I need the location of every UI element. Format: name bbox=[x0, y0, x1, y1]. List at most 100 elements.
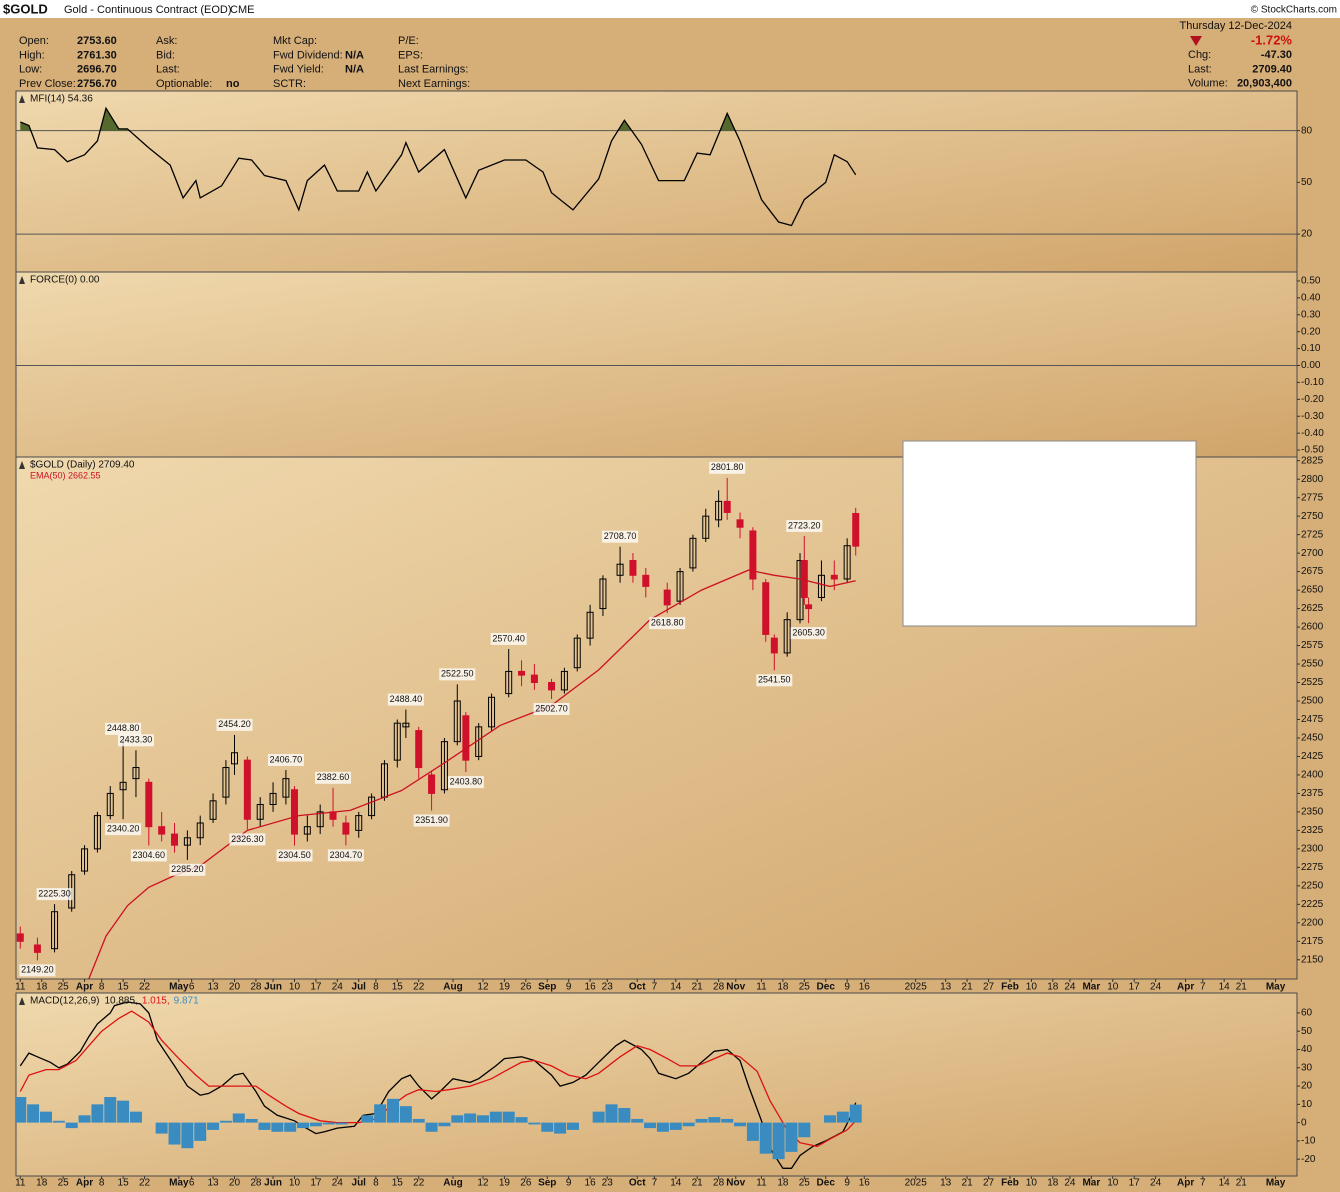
price-label-box bbox=[19, 964, 56, 977]
candle-body bbox=[342, 822, 350, 835]
candle-body bbox=[715, 500, 723, 521]
candle-body bbox=[762, 582, 770, 635]
price-label: 2406.70 bbox=[270, 754, 303, 764]
candle-body bbox=[749, 530, 757, 580]
x-tick-label: 26 bbox=[520, 1178, 532, 1189]
price-label-box bbox=[117, 734, 154, 747]
x-tick-label: 13 bbox=[940, 982, 952, 993]
histogram-bar bbox=[489, 1111, 502, 1123]
x-tick-label: 16 bbox=[859, 1178, 871, 1189]
x-tick-label: Aug bbox=[443, 982, 462, 993]
price-label: 2541.50 bbox=[758, 675, 791, 685]
candle-body bbox=[676, 571, 684, 602]
x-tick-label: 24 bbox=[1064, 1178, 1076, 1189]
candle-body bbox=[106, 792, 114, 817]
y-tick-label: -10 bbox=[1301, 1136, 1316, 1147]
histogram-bar bbox=[65, 1122, 78, 1129]
y-tick-label: 20 bbox=[1301, 1081, 1313, 1092]
histogram-bar bbox=[772, 1122, 785, 1160]
x-tick-label: 8 bbox=[99, 1178, 105, 1189]
x-tick-label: 28 bbox=[713, 1178, 725, 1189]
price-label: 2149.20 bbox=[21, 965, 54, 975]
y-tick-label: 0.50 bbox=[1301, 276, 1321, 287]
histogram-bar bbox=[258, 1122, 271, 1130]
candle-body bbox=[723, 500, 731, 513]
candle-body bbox=[830, 574, 838, 580]
x-tick-label: 15 bbox=[392, 1178, 404, 1189]
price-label: 2522.50 bbox=[441, 669, 474, 679]
x-tick-label: Jun bbox=[264, 1178, 282, 1189]
series-line bbox=[19, 1010, 857, 1148]
histogram-bar bbox=[271, 1122, 284, 1132]
price-label-box bbox=[36, 888, 73, 901]
price-label: 2570.40 bbox=[492, 633, 525, 643]
x-tick-label: 9 bbox=[844, 1178, 850, 1189]
histogram-bar bbox=[708, 1117, 721, 1123]
x-tick-label: May bbox=[1266, 982, 1286, 993]
candle-body bbox=[230, 752, 238, 765]
x-tick-label: 22 bbox=[413, 1178, 425, 1189]
x-tick-label: 24 bbox=[1064, 982, 1076, 993]
histogram-bar bbox=[644, 1122, 657, 1129]
histogram-bar bbox=[129, 1111, 142, 1123]
x-tick-label: 14 bbox=[1219, 982, 1231, 993]
price-label-box bbox=[387, 693, 424, 706]
histogram-bar bbox=[554, 1122, 567, 1134]
panel bbox=[15, 992, 1298, 1177]
y-tick-label: 2800 bbox=[1301, 474, 1324, 485]
stat-value: 20,903,400 bbox=[1237, 78, 1292, 90]
price-label-box bbox=[447, 776, 484, 789]
histogram-bar bbox=[695, 1118, 708, 1123]
x-tick-label: 10 bbox=[1026, 982, 1038, 993]
x-tick-label: 8 bbox=[373, 982, 379, 993]
candle-body bbox=[209, 800, 217, 820]
x-tick-label: 16 bbox=[585, 1178, 597, 1189]
x-tick-label: 11 bbox=[756, 982, 767, 993]
candle-body bbox=[16, 933, 24, 942]
price-label: 2618.80 bbox=[651, 618, 684, 628]
y-tick-label: -0.20 bbox=[1301, 394, 1324, 405]
candle-body bbox=[183, 837, 191, 846]
y-tick-label: 2350 bbox=[1301, 807, 1324, 818]
candle-body bbox=[402, 722, 410, 728]
x-tick-label: 12 bbox=[477, 982, 489, 993]
x-tick-label: 7 bbox=[652, 982, 658, 993]
x-tick-label: Apr bbox=[76, 982, 93, 993]
source: © StockCharts.com bbox=[1251, 5, 1337, 16]
x-tick-label: Apr bbox=[76, 1178, 93, 1189]
histogram-bar bbox=[541, 1122, 554, 1132]
histogram-bar bbox=[52, 1120, 65, 1123]
x-tick-label: 17 bbox=[310, 982, 322, 993]
stat-value: 2696.70 bbox=[77, 64, 117, 76]
x-tick-label: 10 bbox=[289, 982, 301, 993]
x-tick-label: 14 bbox=[1219, 1178, 1231, 1189]
stat-label: Prev Close: bbox=[19, 78, 76, 90]
price-label: 2351.90 bbox=[415, 815, 448, 825]
y-tick-label: 2775 bbox=[1301, 492, 1324, 503]
y-tick-label: -0.40 bbox=[1301, 428, 1324, 439]
x-tick-label: 20 bbox=[229, 982, 241, 993]
x-tick-label: 21 bbox=[692, 982, 704, 993]
candle-body bbox=[560, 670, 568, 691]
x-tick-label: May bbox=[1266, 1178, 1286, 1189]
histogram-bar bbox=[361, 1115, 374, 1123]
histogram-bar bbox=[502, 1111, 515, 1123]
x-tick-label: 25 bbox=[58, 982, 70, 993]
candle-body bbox=[132, 767, 140, 780]
candle-body bbox=[196, 822, 204, 839]
x-tick-label: Dec bbox=[817, 1178, 836, 1189]
x-tick-label: Mar bbox=[1082, 982, 1100, 993]
x-tick-label: Nov bbox=[726, 982, 745, 993]
y-tick-label: 2475 bbox=[1301, 714, 1324, 725]
stat-label: Volume: bbox=[1188, 78, 1228, 90]
title-icon bbox=[19, 276, 25, 284]
stat-label: Low: bbox=[19, 64, 42, 76]
candle-body bbox=[852, 512, 860, 547]
x-tick-label: Sep bbox=[538, 982, 556, 993]
stat-label: P/E: bbox=[398, 35, 419, 47]
x-tick-label: 28 bbox=[250, 982, 262, 993]
candle-body bbox=[817, 574, 825, 598]
price-label-box bbox=[315, 771, 352, 784]
histogram-bar bbox=[464, 1113, 477, 1123]
stat-label: Mkt Cap: bbox=[273, 35, 317, 47]
